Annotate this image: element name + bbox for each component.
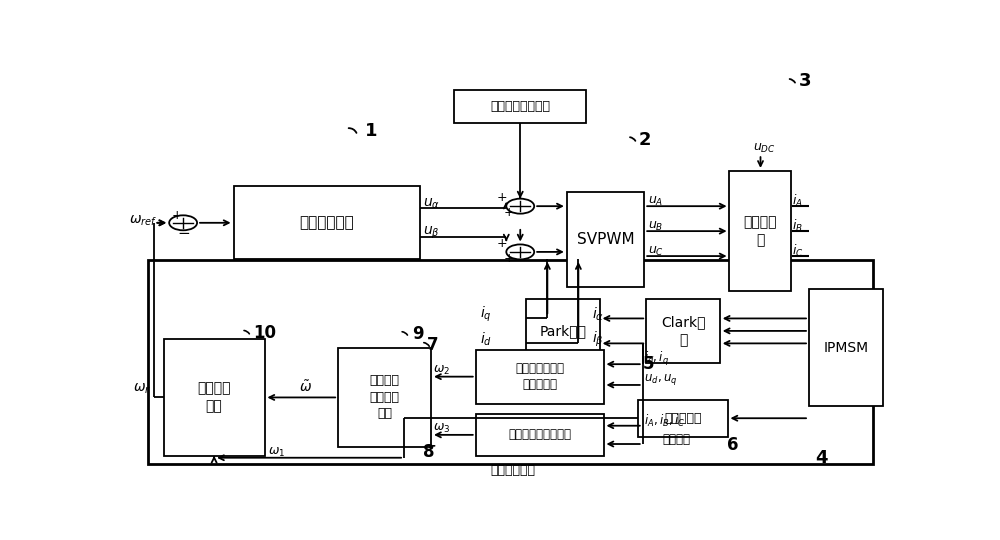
- Text: $i_q$: $i_q$: [480, 305, 491, 324]
- FancyBboxPatch shape: [809, 289, 883, 406]
- Text: 高频注入法估算模块: 高频注入法估算模块: [508, 428, 571, 441]
- Text: IPMSM: IPMSM: [823, 341, 868, 355]
- Text: 10: 10: [253, 324, 276, 342]
- Text: $i_d$: $i_d$: [480, 330, 492, 348]
- FancyBboxPatch shape: [567, 192, 644, 287]
- Text: 高频信号: 高频信号: [663, 433, 691, 446]
- Text: $i_B$: $i_B$: [792, 218, 803, 234]
- Text: 估计转速
复合处理
模块: 估计转速 复合处理 模块: [370, 374, 400, 421]
- FancyBboxPatch shape: [338, 348, 431, 447]
- Text: $u_{DC}$: $u_{DC}$: [753, 141, 775, 154]
- Text: 1: 1: [365, 123, 378, 140]
- Text: 4: 4: [815, 449, 827, 467]
- Text: Clark变
换: Clark变 换: [661, 315, 705, 347]
- FancyBboxPatch shape: [454, 90, 586, 123]
- Text: $u_{\beta}$: $u_{\beta}$: [423, 225, 440, 241]
- Text: Park变换: Park变换: [539, 324, 586, 338]
- Text: $\omega_{ref}$: $\omega_{ref}$: [129, 213, 157, 228]
- Text: 6: 6: [727, 436, 739, 454]
- Text: $u_d, u_q$: $u_d, u_q$: [644, 373, 678, 388]
- Text: +: +: [503, 206, 514, 219]
- Text: $\omega_2$: $\omega_2$: [433, 364, 450, 377]
- Text: $i_{\beta}$: $i_{\beta}$: [592, 329, 604, 349]
- Text: 三相逆变
器: 三相逆变 器: [744, 215, 777, 247]
- Text: $\omega_1$: $\omega_1$: [268, 446, 286, 460]
- Text: +: +: [497, 237, 508, 250]
- Text: 5: 5: [643, 355, 654, 373]
- FancyBboxPatch shape: [476, 349, 604, 404]
- Text: 模型参考自适应
法估算模块: 模型参考自适应 法估算模块: [515, 362, 564, 392]
- FancyBboxPatch shape: [234, 186, 420, 259]
- Text: $\omega_r$: $\omega_r$: [133, 382, 151, 396]
- Text: $-$: $-$: [177, 224, 190, 239]
- Text: 2: 2: [639, 131, 651, 149]
- FancyBboxPatch shape: [526, 299, 600, 363]
- Circle shape: [169, 215, 197, 230]
- Text: 9: 9: [412, 325, 423, 343]
- Text: 旋转高频电压注入: 旋转高频电压注入: [490, 100, 550, 113]
- Text: SVPWM: SVPWM: [577, 232, 634, 247]
- FancyBboxPatch shape: [729, 171, 791, 292]
- Text: 矢量控制模块: 矢量控制模块: [299, 215, 354, 230]
- Text: 8: 8: [423, 443, 435, 461]
- Text: $\omega_3$: $\omega_3$: [433, 422, 450, 435]
- FancyBboxPatch shape: [646, 299, 720, 363]
- Text: $i_d, i_q$: $i_d, i_q$: [644, 350, 669, 368]
- Text: $u_B$: $u_B$: [648, 220, 664, 233]
- Text: $u_C$: $u_C$: [648, 245, 664, 258]
- FancyBboxPatch shape: [638, 400, 728, 437]
- FancyBboxPatch shape: [476, 414, 604, 456]
- Text: +: +: [497, 191, 508, 204]
- Text: +: +: [503, 252, 514, 265]
- Circle shape: [506, 245, 534, 259]
- FancyBboxPatch shape: [164, 339, 264, 456]
- Text: 容错控制
模块: 容错控制 模块: [197, 382, 231, 413]
- Text: 7: 7: [427, 336, 439, 354]
- Text: $u_A$: $u_A$: [648, 194, 663, 208]
- Text: $i_C$: $i_C$: [792, 243, 804, 259]
- Text: 位置传感器: 位置传感器: [664, 411, 702, 425]
- Text: $i_{\alpha}$: $i_{\alpha}$: [592, 306, 604, 323]
- Text: 容错控制装置: 容错控制装置: [490, 464, 535, 477]
- Text: +: +: [172, 209, 182, 222]
- Text: $i_A$: $i_A$: [792, 193, 803, 209]
- Text: $u_{\alpha}$: $u_{\alpha}$: [423, 197, 440, 211]
- Text: $\tilde{\omega}$: $\tilde{\omega}$: [299, 379, 312, 395]
- Circle shape: [506, 199, 534, 214]
- Text: 3: 3: [799, 72, 812, 90]
- Text: $i_A, i_B, i_C$: $i_A, i_B, i_C$: [644, 413, 686, 429]
